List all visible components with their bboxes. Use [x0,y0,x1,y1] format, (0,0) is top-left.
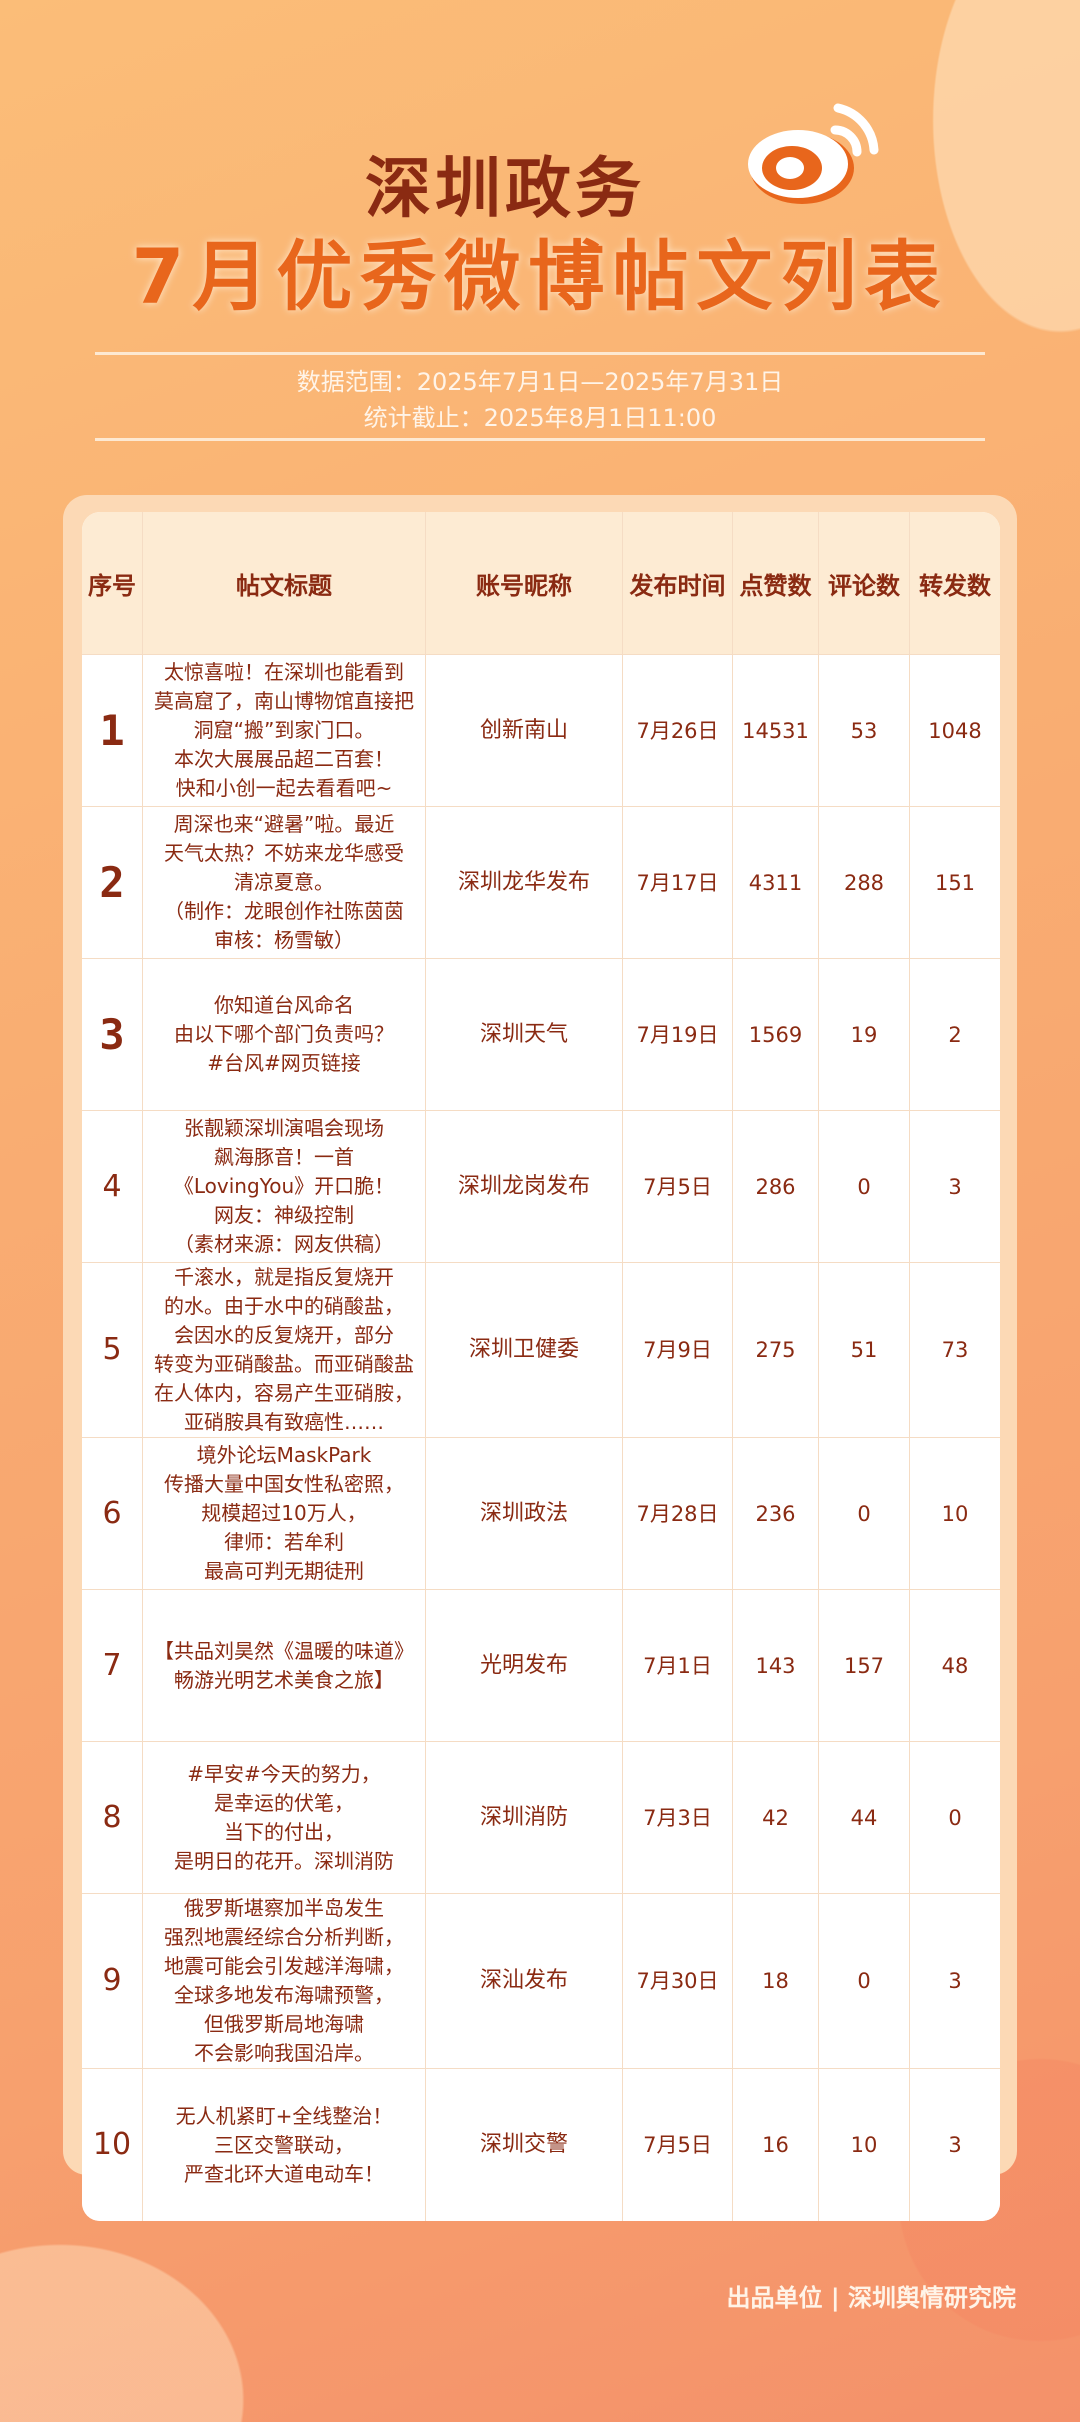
cell-account: 深圳天气 [426,959,623,1111]
cell-likes: 275 [733,1263,819,1438]
cell-reposts: 73 [910,1263,1000,1438]
cell-date: 7月19日 [623,959,733,1111]
cell-date: 7月1日 [623,1590,733,1742]
cell-title: 俄罗斯堪察加半岛发生 强烈地震经综合分析判断， 地震可能会引发越洋海啸， 全球多… [143,1894,426,2069]
cell-comments: 19 [819,959,910,1111]
cell-date: 7月5日 [623,1111,733,1263]
cell-account: 深圳交警 [426,2069,623,2221]
cell-title: 【共品刘昊然《温暖的味道》 畅游光明艺术美食之旅】 [143,1590,426,1742]
cell-date: 7月30日 [623,1894,733,2069]
cell-comments: 51 [819,1263,910,1438]
cell-reposts: 48 [910,1590,1000,1742]
cell-account: 创新南山 [426,655,623,807]
cell-rank: 8 [82,1742,143,1894]
cell-comments: 288 [819,807,910,959]
cell-likes: 16 [733,2069,819,2221]
divider [95,438,985,441]
table-row: 2 周深也来“避暑”啦。最近 天气太热？不妨来龙华感受 清凉夏意。 （制作：龙眼创… [82,807,1000,959]
cell-comments: 157 [819,1590,910,1742]
cell-comments: 53 [819,655,910,807]
cell-reposts: 151 [910,807,1000,959]
cell-account: 深圳消防 [426,1742,623,1894]
cell-likes: 14531 [733,655,819,807]
cell-account: 深汕发布 [426,1894,623,2069]
cell-rank: 10 [82,2069,143,2221]
cell-rank: 3 [82,959,143,1111]
cell-comments: 0 [819,1111,910,1263]
cell-date: 7月17日 [623,807,733,959]
cell-comments: 0 [819,1894,910,2069]
cell-rank: 4 [82,1111,143,1263]
divider [95,352,985,355]
cell-title: 你知道台风命名 由以下哪个部门负责吗？ #台风#网页链接 [143,959,426,1111]
cutoff-time: 统计截止：2025年8月1日11:00 [363,404,717,432]
cell-title: 无人机紧盯+全线整治！ 三区交警联动， 严查北环大道电动车！ [143,2069,426,2221]
column-header: 发布时间 [623,512,733,655]
cell-rank: 1 [82,655,143,807]
cell-date: 7月9日 [623,1263,733,1438]
cell-likes: 42 [733,1742,819,1894]
producer-credit: 出品单位 | 深圳舆情研究院 [726,2284,1016,2312]
table-row: 3 你知道台风命名 由以下哪个部门负责吗？ #台风#网页链接 深圳天气 7月19日 15… [82,959,1000,1111]
weibo-logo-icon [748,103,879,204]
column-header: 点赞数 [733,512,819,655]
cell-account: 深圳龙岗发布 [426,1111,623,1263]
table-row: 5 千滚水，就是指反复烧开 的水。由于水中的硝酸盐， 会因水的反复烧开，部分 转变… [82,1263,1000,1438]
cell-date: 7月26日 [623,655,733,807]
page-title: 深圳政务 [365,150,645,227]
page-subtitle: 7月优秀微博帖文列表 [131,232,949,321]
cell-likes: 18 [733,1894,819,2069]
table-row: 4 张靓颖深圳演唱会现场 飙海豚音！一首 《LovingYou》开口脆！ 网友：神… [82,1111,1000,1263]
cell-rank: 2 [82,807,143,959]
cell-reposts: 0 [910,1742,1000,1894]
table-row: 10 无人机紧盯+全线整治！ 三区交警联动， 严查北环大道电动车！ 深圳交警 7月5日… [82,2069,1000,2221]
table-row: 6 境外论坛MaskPark 传播大量中国女性私密照， 规模超过10万人， 律师：… [82,1438,1000,1590]
table-row: 1 太惊喜啦！在深圳也能看到 莫高窟了，南山博物馆直接把 洞窟“搬”到家门口。 本… [82,655,1000,807]
cell-account: 深圳政法 [426,1438,623,1590]
cell-account: 深圳卫健委 [426,1263,623,1438]
cell-rank: 7 [82,1590,143,1742]
cell-likes: 4311 [733,807,819,959]
cell-likes: 286 [733,1111,819,1263]
cell-rank: 6 [82,1438,143,1590]
cell-title: 千滚水，就是指反复烧开 的水。由于水中的硝酸盐， 会因水的反复烧开，部分 转变为… [143,1263,426,1438]
table-row: 9 俄罗斯堪察加半岛发生 强烈地震经综合分析判断， 地震可能会引发越洋海啸， 全球… [82,1894,1000,2069]
cell-account: 光明发布 [426,1590,623,1742]
cell-reposts: 3 [910,1111,1000,1263]
cell-likes: 1569 [733,959,819,1111]
column-header: 序号 [82,512,143,655]
column-header: 帖文标题 [143,512,426,655]
cell-title: 境外论坛MaskPark 传播大量中国女性私密照， 规模超过10万人， 律师：若… [143,1438,426,1590]
cell-reposts: 2 [910,959,1000,1111]
header-row: 序号 帖文标题 账号昵称 发布时间 点赞数 评论数 转发数 [82,512,1000,655]
cell-comments: 44 [819,1742,910,1894]
cell-likes: 143 [733,1590,819,1742]
column-header: 转发数 [910,512,1000,655]
cell-reposts: 3 [910,1894,1000,2069]
cell-title: 周深也来“避暑”啦。最近 天气太热？不妨来龙华感受 清凉夏意。 （制作：龙眼创作… [143,807,426,959]
column-header: 账号昵称 [426,512,623,655]
cell-likes: 236 [733,1438,819,1590]
cell-reposts: 3 [910,2069,1000,2221]
cell-title: 太惊喜啦！在深圳也能看到 莫高窟了，南山博物馆直接把 洞窟“搬”到家门口。 本次… [143,655,426,807]
cell-account: 深圳龙华发布 [426,807,623,959]
cell-date: 7月3日 [623,1742,733,1894]
data-range: 数据范围：2025年7月1日—2025年7月31日 [296,368,784,396]
cell-date: 7月5日 [623,2069,733,2221]
cell-rank: 9 [82,1894,143,2069]
cell-reposts: 10 [910,1438,1000,1590]
cell-title: #早安#今天的努力， 是幸运的伏笔， 当下的付出， 是明日的花开。深圳消防 [143,1742,426,1894]
cell-comments: 0 [819,1438,910,1590]
table-row: 7 【共品刘昊然《温暖的味道》 畅游光明艺术美食之旅】 光明发布 7月1日 143 157… [82,1590,1000,1742]
cell-comments: 10 [819,2069,910,2221]
column-header: 评论数 [819,512,910,655]
cell-title: 张靓颖深圳演唱会现场 飙海豚音！一首 《LovingYou》开口脆！ 网友：神级… [143,1111,426,1263]
table-row: 8 #早安#今天的努力， 是幸运的伏笔， 当下的付出， 是明日的花开。深圳消防 深圳… [82,1742,1000,1894]
cell-rank: 5 [82,1263,143,1438]
cell-date: 7月28日 [623,1438,733,1590]
posts-table: 序号 帖文标题 账号昵称 发布时间 点赞数 评论数 转发数 1 太惊喜啦！在深圳也能看到 莫高… [82,512,1000,2221]
cell-reposts: 1048 [910,655,1000,807]
